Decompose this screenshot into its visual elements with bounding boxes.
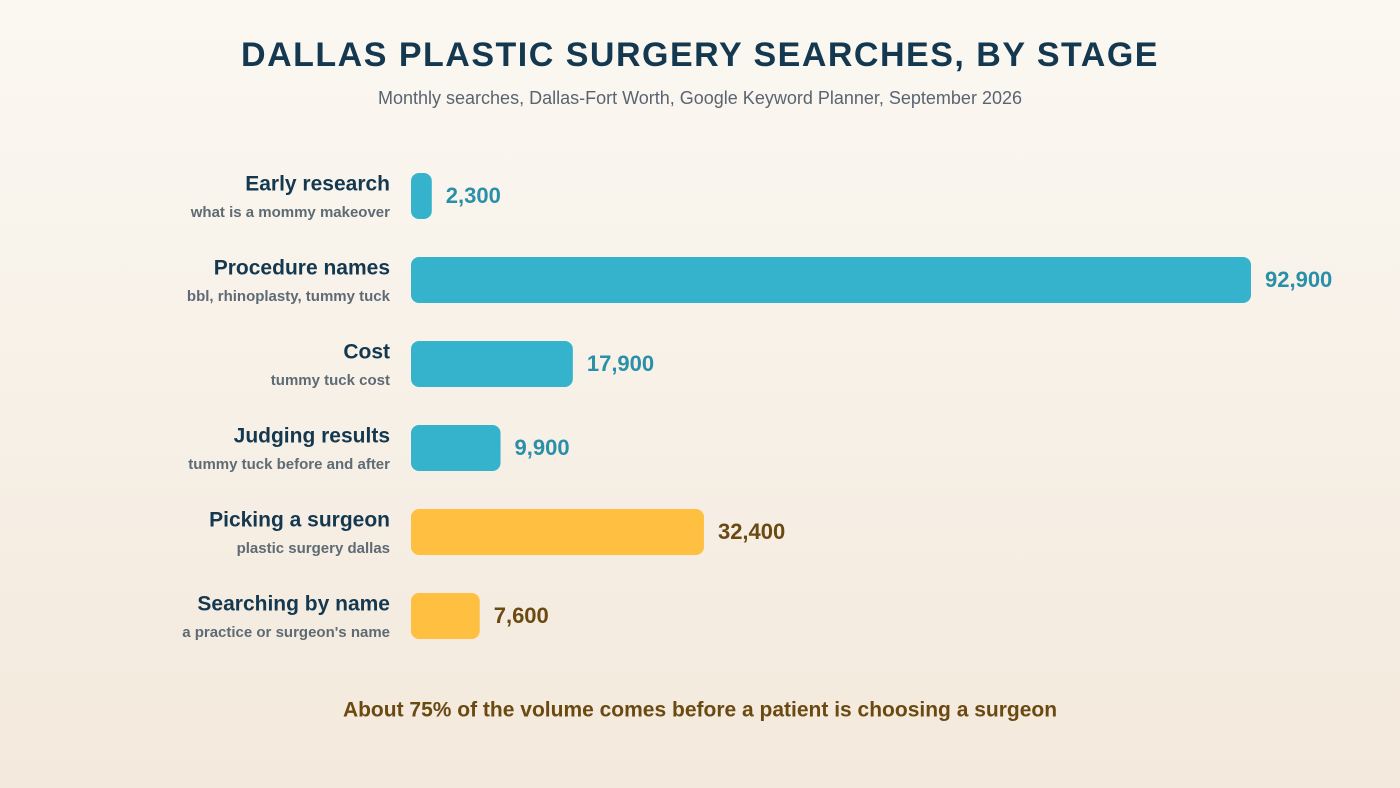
category-label: Judging results	[234, 425, 390, 448]
category-sublabel: bbl, rhinoplasty, tummy tuck	[187, 288, 391, 305]
category-sublabel: plastic surgery dallas	[237, 540, 390, 557]
value-label: 32,400	[718, 519, 785, 544]
value-label: 7,600	[494, 603, 549, 628]
category-label: Searching by name	[197, 593, 390, 616]
bar	[411, 341, 573, 387]
category-label: Cost	[343, 341, 390, 364]
value-label: 9,900	[515, 435, 570, 460]
value-label: 2,300	[446, 183, 501, 208]
category-sublabel: a practice or surgeon's name	[182, 624, 390, 641]
annotation: About 75% of the volume comes before a p…	[343, 699, 1057, 722]
bar	[411, 425, 501, 471]
chart-subtitle: Monthly searches, Dallas-Fort Worth, Goo…	[378, 88, 1022, 108]
category-sublabel: tummy tuck before and after	[188, 456, 390, 473]
category-label: Procedure names	[214, 257, 390, 280]
category-label: Picking a surgeon	[209, 509, 390, 532]
chart-title: DALLAS PLASTIC SURGERY SEARCHES, BY STAG…	[241, 36, 1159, 74]
bar	[411, 173, 432, 219]
bar	[411, 257, 1251, 303]
bar	[411, 593, 480, 639]
category-sublabel: tummy tuck cost	[271, 372, 390, 389]
category-sublabel: what is a mommy makeover	[190, 204, 390, 221]
category-label: Early research	[245, 173, 390, 196]
value-label: 17,900	[587, 351, 654, 376]
bar	[411, 509, 704, 555]
value-label: 92,900	[1265, 267, 1332, 292]
